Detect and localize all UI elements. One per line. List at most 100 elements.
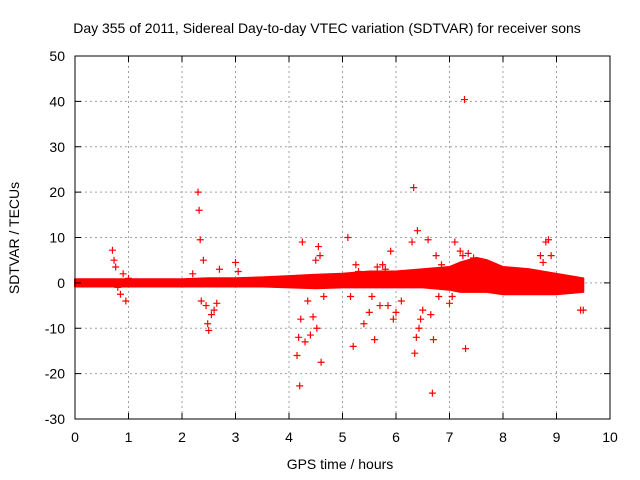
data-point — [355, 268, 363, 276]
data-point — [376, 302, 384, 310]
data-point — [384, 302, 392, 310]
data-point — [312, 256, 320, 264]
x-tick-label: 0 — [71, 429, 79, 445]
data-point — [352, 261, 360, 269]
y-tick-label: -30 — [45, 411, 65, 427]
data-point — [116, 290, 124, 298]
data-point — [119, 270, 127, 278]
x-tick-label: 8 — [499, 429, 507, 445]
x-tick-label: 7 — [446, 429, 454, 445]
data-point — [539, 258, 547, 266]
data-point — [389, 315, 397, 323]
data-point — [412, 333, 420, 341]
data-points — [108, 96, 587, 397]
y-tick-label: 50 — [49, 48, 65, 64]
data-point — [446, 299, 453, 307]
data-point — [309, 313, 317, 321]
data-point — [365, 308, 373, 316]
data-point — [451, 238, 459, 246]
data-point — [207, 311, 215, 319]
data-point — [424, 236, 432, 244]
chart-title: Day 355 of 2011, Sidereal Day-to-day VTE… — [73, 20, 581, 36]
data-point — [313, 324, 321, 332]
data-point — [304, 297, 312, 305]
data-point — [234, 268, 242, 276]
data-point — [344, 234, 352, 241]
data-point — [295, 333, 303, 341]
x-tick-label: 5 — [339, 429, 347, 445]
data-point — [429, 336, 437, 344]
data-band — [74, 256, 585, 296]
x-tick-label: 6 — [392, 429, 400, 445]
data-point — [547, 252, 555, 260]
data-point — [544, 236, 552, 244]
x-tick-label: 1 — [125, 429, 133, 445]
data-point — [470, 254, 478, 262]
y-tick-label: 20 — [49, 184, 65, 200]
y-tick-label: 40 — [49, 93, 65, 109]
data-point — [347, 292, 355, 300]
data-point — [419, 306, 427, 314]
data-point — [213, 299, 221, 307]
data-point — [194, 188, 202, 196]
x-tick-label: 2 — [178, 429, 186, 445]
data-point — [114, 283, 122, 291]
x-tick-label: 4 — [285, 429, 293, 445]
data-point — [110, 256, 118, 264]
dense-data-band — [74, 256, 585, 296]
y-tick-label: 10 — [49, 230, 65, 246]
x-tick-label: 3 — [232, 429, 240, 445]
data-point — [410, 184, 418, 192]
data-point — [301, 338, 309, 346]
data-point — [460, 96, 468, 104]
data-point — [427, 311, 435, 319]
data-point — [349, 342, 357, 350]
data-point — [108, 246, 116, 254]
data-point — [464, 249, 472, 257]
data-point — [368, 292, 376, 300]
data-point — [197, 297, 205, 305]
data-point — [387, 247, 395, 255]
data-point — [437, 261, 445, 269]
y-tick-label: 30 — [49, 139, 65, 155]
data-point — [320, 292, 328, 300]
data-point — [297, 315, 305, 323]
data-point — [196, 236, 204, 244]
data-point — [462, 345, 470, 353]
data-point — [306, 331, 314, 339]
data-point — [314, 243, 322, 251]
data-point — [395, 270, 403, 278]
data-point — [215, 265, 223, 273]
data-point — [392, 308, 400, 316]
data-point — [125, 274, 132, 282]
data-point — [408, 238, 416, 246]
data-point — [413, 227, 421, 235]
data-point — [202, 302, 210, 310]
data-point — [435, 292, 443, 300]
data-point — [122, 297, 130, 305]
data-point — [448, 292, 456, 300]
data-point — [579, 306, 587, 314]
data-point — [317, 358, 325, 366]
data-point — [373, 263, 381, 271]
data-point — [454, 270, 462, 278]
data-point — [189, 270, 197, 278]
y-tick-label: -10 — [45, 320, 65, 336]
grid — [75, 56, 610, 419]
data-point — [205, 327, 213, 335]
data-point — [199, 256, 207, 264]
data-point — [397, 297, 405, 305]
data-point — [459, 252, 467, 260]
x-tick-label: 10 — [602, 429, 618, 445]
data-point — [428, 389, 436, 397]
y-tick-label: -20 — [45, 366, 65, 382]
data-point — [195, 206, 203, 214]
data-point — [296, 382, 304, 390]
data-point — [204, 320, 212, 328]
data-point — [293, 351, 301, 359]
data-point — [421, 270, 429, 278]
data-point — [467, 261, 475, 269]
data-point — [316, 252, 324, 260]
data-point — [298, 238, 306, 246]
